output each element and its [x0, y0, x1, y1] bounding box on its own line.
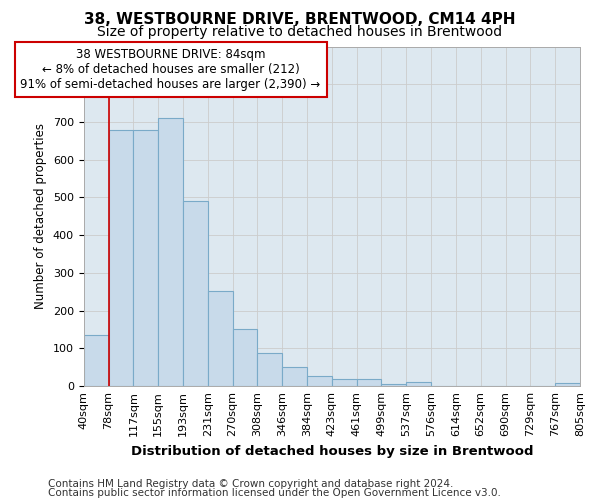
- Bar: [307, 376, 332, 386]
- X-axis label: Distribution of detached houses by size in Brentwood: Distribution of detached houses by size …: [131, 444, 533, 458]
- Bar: [257, 353, 282, 386]
- Bar: [406, 382, 431, 386]
- Text: Contains HM Land Registry data © Crown copyright and database right 2024.: Contains HM Land Registry data © Crown c…: [48, 479, 454, 489]
- Bar: [183, 201, 208, 386]
- Bar: [555, 383, 580, 386]
- Text: Contains public sector information licensed under the Open Government Licence v3: Contains public sector information licen…: [48, 488, 501, 498]
- Text: 38, WESTBOURNE DRIVE, BRENTWOOD, CM14 4PH: 38, WESTBOURNE DRIVE, BRENTWOOD, CM14 4P…: [84, 12, 516, 28]
- Y-axis label: Number of detached properties: Number of detached properties: [34, 124, 47, 310]
- Bar: [282, 368, 307, 386]
- Bar: [208, 291, 233, 386]
- Text: 38 WESTBOURNE DRIVE: 84sqm
← 8% of detached houses are smaller (212)
91% of semi: 38 WESTBOURNE DRIVE: 84sqm ← 8% of detac…: [20, 48, 321, 90]
- Bar: [158, 118, 183, 386]
- Bar: [109, 130, 133, 386]
- Bar: [84, 335, 109, 386]
- Bar: [233, 329, 257, 386]
- Bar: [382, 384, 406, 386]
- Bar: [356, 380, 382, 386]
- Bar: [133, 130, 158, 386]
- Text: Size of property relative to detached houses in Brentwood: Size of property relative to detached ho…: [97, 25, 503, 39]
- Bar: [332, 378, 356, 386]
